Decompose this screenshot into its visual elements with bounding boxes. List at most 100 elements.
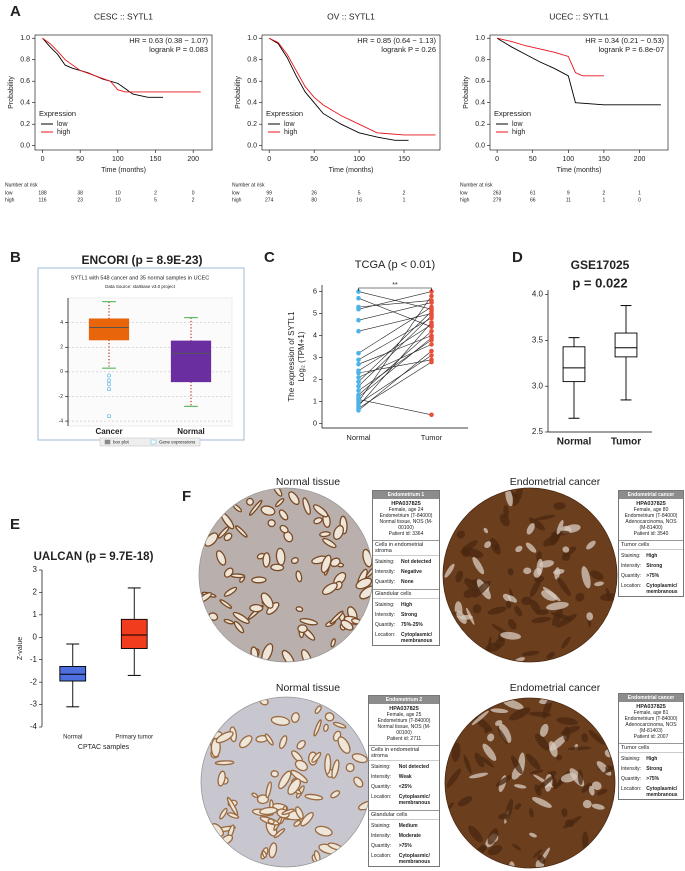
texture bbox=[529, 769, 544, 775]
texture bbox=[528, 807, 534, 818]
row-value: >75% bbox=[646, 776, 660, 782]
gland bbox=[270, 715, 291, 726]
gland bbox=[223, 532, 233, 542]
y-tick-label: 3 bbox=[313, 353, 317, 362]
y-tick-label: 0.6 bbox=[20, 78, 30, 85]
y-axis-label: Probability bbox=[235, 76, 242, 109]
texture bbox=[521, 596, 532, 606]
texture bbox=[446, 768, 462, 788]
texture bbox=[532, 797, 552, 808]
gland bbox=[353, 776, 364, 788]
row-value: Cytoplasmic/ membranous bbox=[401, 632, 433, 644]
pair-line bbox=[358, 335, 432, 365]
row-label: Location: bbox=[621, 583, 642, 589]
section-name: Tumor cells bbox=[619, 540, 683, 550]
point bbox=[429, 304, 434, 310]
panel-label: C bbox=[264, 249, 275, 266]
texture bbox=[553, 568, 565, 575]
row-label: Location: bbox=[621, 786, 642, 792]
texture bbox=[565, 819, 575, 828]
gland bbox=[259, 806, 278, 816]
y-tick-label: 1.0 bbox=[475, 35, 485, 42]
row-value: <25% bbox=[398, 784, 412, 790]
x-tick-label: Normal bbox=[557, 437, 592, 448]
pair-line bbox=[358, 344, 432, 378]
texture bbox=[472, 556, 485, 575]
x-tick-label: 200 bbox=[187, 156, 199, 163]
gland bbox=[267, 818, 275, 825]
row-value: Cytoplasmic/ membranous bbox=[398, 794, 431, 806]
y-axis-label: Z-value bbox=[17, 637, 24, 660]
row-value: Strong bbox=[401, 612, 418, 618]
gland bbox=[314, 705, 322, 714]
info-row: Location: Cytoplasmic/ membranous bbox=[369, 793, 439, 807]
annotation: logrank P = 0.083 bbox=[149, 45, 208, 54]
gland bbox=[320, 554, 332, 574]
x-tick-label: 150 bbox=[598, 156, 610, 163]
gland bbox=[288, 491, 300, 506]
texture bbox=[480, 756, 494, 768]
texture bbox=[535, 514, 556, 521]
info-row: Staining: High bbox=[619, 755, 683, 763]
gland bbox=[330, 638, 336, 648]
texture bbox=[557, 577, 571, 596]
gland bbox=[275, 497, 285, 508]
texture bbox=[581, 782, 592, 793]
tissue-core bbox=[445, 698, 615, 868]
panel-label: D bbox=[512, 249, 523, 266]
row-label: Quantity: bbox=[371, 843, 392, 849]
risk-value: 80 bbox=[311, 197, 317, 203]
gland bbox=[321, 582, 338, 596]
risk-value: 23 bbox=[77, 197, 83, 203]
outlier bbox=[107, 414, 111, 419]
gland bbox=[264, 733, 274, 746]
texture bbox=[575, 592, 585, 602]
gland bbox=[215, 550, 227, 566]
annotation: HR = 0.85 (0.64 − 1.13) bbox=[357, 36, 436, 45]
gland bbox=[329, 557, 341, 568]
risk-value: 10 bbox=[115, 190, 121, 196]
gland bbox=[297, 624, 308, 634]
pair-line bbox=[358, 300, 432, 308]
texture bbox=[455, 570, 464, 583]
gland bbox=[278, 735, 288, 750]
gland bbox=[295, 806, 304, 820]
patient-detail: Normal tissue, NOS (M-00100) bbox=[379, 519, 433, 531]
gland bbox=[281, 808, 295, 815]
row-value: Medium bbox=[398, 823, 418, 829]
gland bbox=[260, 505, 276, 516]
x-tick-label: Normal bbox=[177, 427, 205, 436]
info-row: Intensity: Strong bbox=[619, 765, 683, 773]
gland bbox=[293, 819, 302, 827]
survival-curve bbox=[497, 37, 604, 77]
gland bbox=[208, 612, 219, 621]
gland bbox=[314, 825, 333, 837]
y-tick-label: 2 bbox=[60, 345, 63, 351]
patient-detail: Female, age 24 bbox=[388, 507, 424, 513]
risk-table-title: Number at risk bbox=[232, 182, 265, 188]
row-label: Intensity: bbox=[371, 833, 392, 839]
gland bbox=[324, 712, 335, 722]
gland bbox=[230, 573, 246, 579]
subtitle: SYTL1 with 548 cancer and 35 normal samp… bbox=[71, 275, 210, 281]
texture bbox=[535, 775, 554, 792]
texture bbox=[556, 519, 564, 535]
patient-detail: Endometrium (T-84000) bbox=[624, 513, 678, 519]
annotation: logrank P = 6.8e-07 bbox=[598, 45, 664, 54]
texture bbox=[485, 642, 501, 652]
y-tick-label: 2.5 bbox=[532, 427, 544, 436]
gland bbox=[219, 807, 228, 820]
texture bbox=[514, 784, 527, 789]
texture bbox=[514, 606, 523, 617]
info-row: Intensity: Weak bbox=[369, 773, 439, 781]
y-tick-label: 2 bbox=[313, 375, 317, 384]
gland bbox=[345, 762, 355, 773]
row-value: High bbox=[646, 553, 658, 559]
point bbox=[429, 412, 434, 418]
info-row: Quantity: >75% bbox=[619, 775, 683, 783]
gland bbox=[330, 790, 341, 799]
texture bbox=[502, 698, 524, 710]
legend-label: high bbox=[284, 129, 297, 136]
texture bbox=[533, 567, 542, 578]
info-row: Intensity: Moderate bbox=[369, 832, 439, 840]
